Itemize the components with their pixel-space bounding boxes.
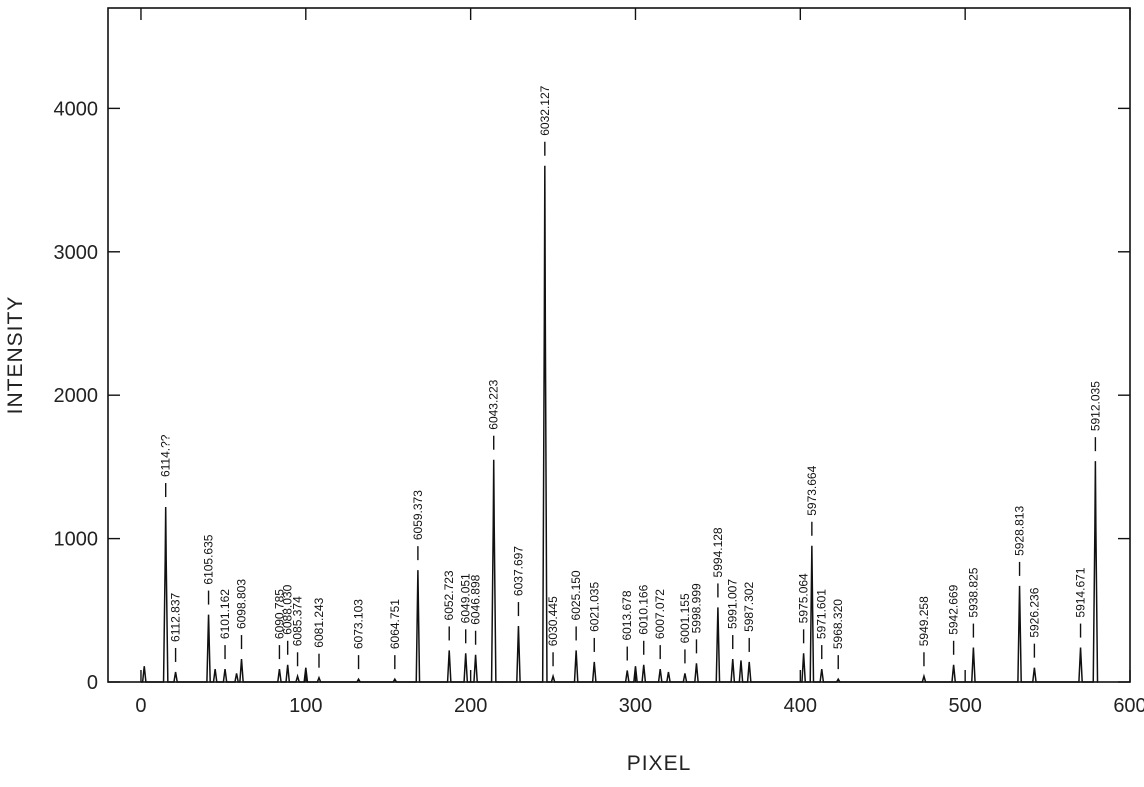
y-tick-label: 3000: [54, 242, 99, 264]
peak-label: 6001.155: [678, 593, 692, 643]
peak-label: 6049.051: [459, 573, 473, 623]
peak-label: 5994.128: [711, 527, 725, 577]
peak-label: 5928.813: [1013, 506, 1027, 556]
x-tick-label: 200: [454, 695, 487, 717]
peak-label: 6052.723: [442, 570, 456, 620]
peak-label: 5971.601: [815, 589, 829, 639]
peak-label: 5914.671: [1074, 567, 1088, 617]
peak-label: 5912.035: [1088, 381, 1102, 431]
peak-label: 6046.898: [469, 574, 483, 624]
peak-label: 5926.236: [1027, 587, 1041, 637]
peak-label: 5968.320: [831, 599, 845, 649]
x-tick-label: 0: [135, 695, 146, 717]
peak-label: 6032.127: [538, 85, 552, 135]
peak-label: 6085.374: [291, 596, 305, 646]
peak-label: 5938.825: [966, 567, 980, 617]
peak-label: 6043.223: [487, 379, 501, 429]
peak-label: 5975.064: [797, 573, 811, 623]
ticks: 0 100 200 300 400 500 600 0 1000 2000 3000 4000: [54, 8, 1144, 717]
y-tick-label: 2000: [54, 385, 99, 407]
peak-label: 6098.803: [235, 579, 249, 629]
peak-label: 5942.669: [947, 584, 961, 634]
peak-label: 6064.751: [388, 599, 402, 649]
spectrum-line: [140, 165, 1099, 683]
peak-label: 5998.999: [689, 583, 703, 633]
peak-label: 6059.373: [411, 490, 425, 540]
peak-label: 5949.258: [917, 596, 931, 646]
y-tick-label: 4000: [54, 98, 99, 120]
x-tick-label: 400: [784, 695, 817, 717]
peak-label: 5987.302: [742, 582, 756, 632]
peak-label: 5973.664: [805, 465, 819, 515]
peak-label: 6088.030: [281, 584, 295, 634]
y-axis-title: INTENSITY: [4, 296, 27, 415]
peak-label: 6090.785: [272, 589, 286, 639]
x-tick-label: 600: [1113, 695, 1144, 717]
peak-label: 6007.072: [653, 589, 667, 639]
x-tick-label: 500: [948, 695, 981, 717]
x-tick-label: 300: [619, 695, 652, 717]
peak-label: 6101.162: [218, 589, 232, 639]
peak-label: 6112.837: [169, 592, 183, 641]
y-tick-label: 0: [87, 672, 98, 694]
x-axis-title: PIXEL: [627, 752, 692, 775]
peak-label: 5991.007: [726, 579, 740, 629]
y-tick-label: 1000: [54, 529, 99, 551]
x-tick-label: 100: [289, 695, 322, 717]
peak-label: 6030.445: [546, 596, 560, 646]
peak-label: 6021.035: [587, 582, 601, 632]
peak-label: 6114.??: [159, 434, 173, 477]
peak-label: 6081.243: [312, 597, 326, 647]
peak-label: 6025.150: [569, 570, 583, 620]
peak-label: 6073.103: [352, 599, 366, 649]
peak-label: 6105.635: [202, 534, 216, 584]
peak-label: 6037.697: [511, 546, 525, 596]
peak-label: 6010.166: [637, 584, 651, 634]
peak-label: 6013.678: [620, 590, 634, 640]
